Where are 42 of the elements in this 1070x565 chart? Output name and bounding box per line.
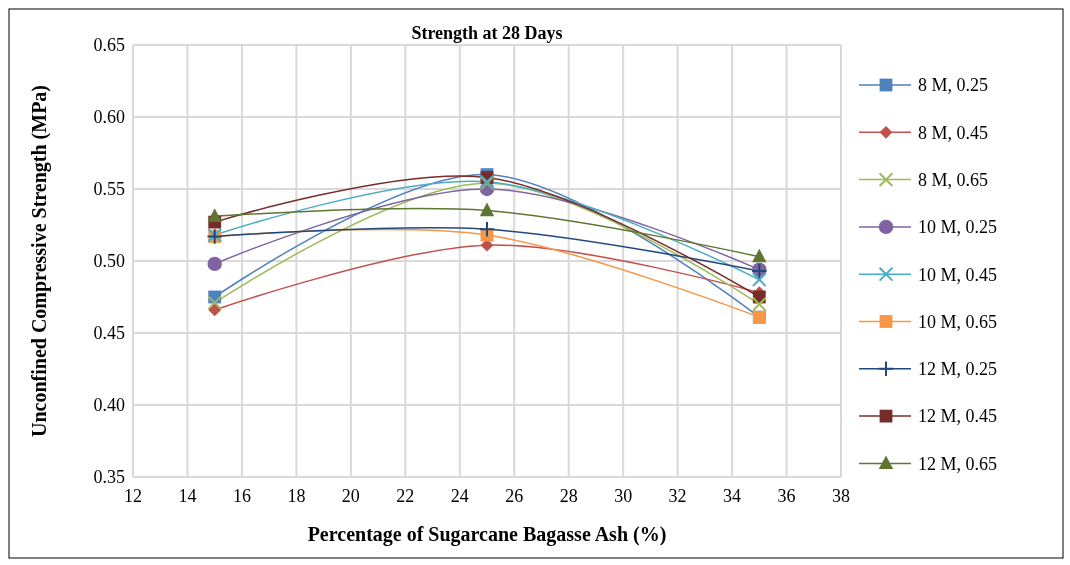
x-tick-label: 16	[232, 486, 251, 506]
y-tick-label: 0.65	[93, 35, 125, 56]
point	[207, 256, 222, 272]
point	[752, 248, 767, 263]
x-tick-label: 36	[777, 486, 796, 506]
y-tick-label: 0.40	[93, 395, 125, 416]
legend-label: 12 M, 0.65	[918, 453, 998, 474]
legend-label: 8 M, 0.65	[918, 169, 989, 190]
point	[208, 303, 222, 317]
x-tick-label: 18	[287, 486, 306, 506]
x-tick-label: 24	[450, 486, 469, 506]
y-tick-label: 0.45	[93, 323, 125, 344]
y-tick-label: 0.60	[93, 107, 125, 128]
point	[479, 202, 495, 217]
y-tick-label: 0.50	[93, 251, 125, 272]
y-tick-label: 0.55	[93, 179, 125, 200]
x-tick-label: 14	[178, 486, 197, 506]
x-tick-label: 34	[723, 486, 742, 506]
x-tick-label: 26	[505, 486, 524, 506]
x-tick-label: 22	[396, 486, 415, 506]
legend-label: 10 M, 0.45	[918, 264, 998, 285]
point	[751, 272, 767, 288]
point	[751, 296, 767, 312]
x-tick-label: 38	[832, 486, 850, 506]
x-tick-label: 20	[341, 486, 360, 506]
y-axis-title: Unconfined Compressive Strength (MPa)	[28, 84, 51, 438]
x-tick-label: 30	[614, 486, 633, 506]
point	[207, 295, 223, 311]
legend-label: 10 M, 0.65	[918, 311, 998, 332]
x-tick-label: 28	[559, 486, 578, 506]
legend-label: 8 M, 0.25	[918, 75, 989, 96]
x-axis-title: Percentage of Sugarcane Bagasse Ash (%)	[307, 523, 667, 546]
x-tick-label: 32	[668, 486, 687, 506]
y-tick-label: 0.35	[93, 467, 125, 488]
legend-label: 8 M, 0.45	[918, 122, 989, 143]
legend-label: 12 M, 0.45	[918, 406, 998, 427]
point	[207, 208, 222, 222]
x-tick-label: 12	[124, 486, 142, 506]
point	[478, 221, 496, 238]
chart-title: Strength at 28 Days	[411, 23, 563, 43]
legend-label: 10 M, 0.25	[918, 217, 998, 238]
legend-label: 12 M, 0.25	[918, 359, 998, 380]
